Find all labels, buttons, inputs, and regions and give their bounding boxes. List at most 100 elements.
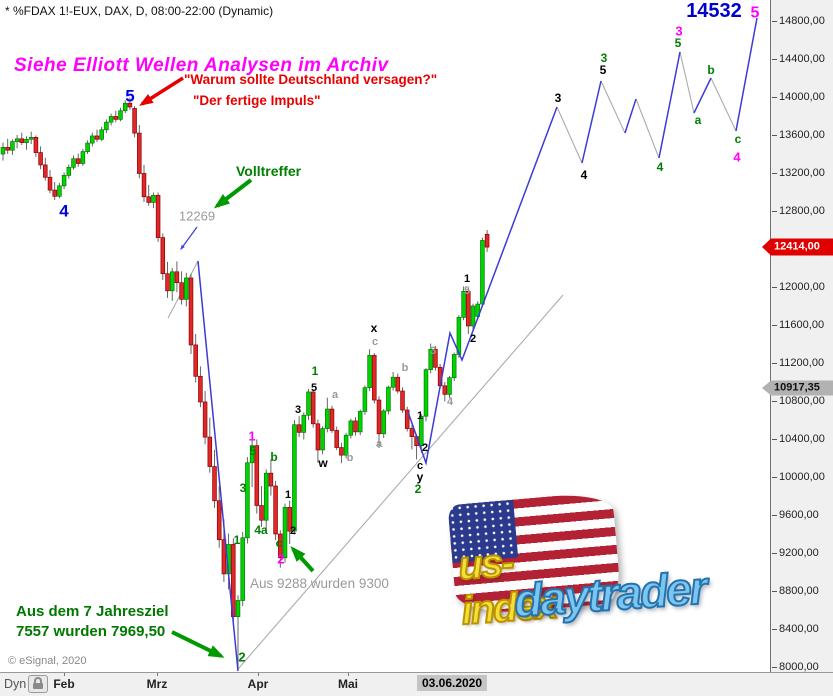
wave-label: 3 (295, 404, 301, 416)
wave-label: 3 (555, 91, 562, 105)
candle (174, 271, 180, 284)
candle (423, 369, 429, 417)
price-tick-label: 10000,00 (772, 471, 825, 483)
candle (306, 391, 311, 416)
candle (202, 401, 208, 438)
wave-line-blue (407, 106, 558, 466)
price-tick-label: 11600,00 (772, 319, 824, 331)
candle (0, 146, 6, 155)
wave-label: 1 (248, 429, 255, 444)
candle (428, 348, 433, 370)
candle (263, 472, 269, 521)
wave-label: 5 (125, 87, 134, 106)
candle (362, 387, 368, 412)
candle (348, 420, 354, 436)
annotation-arrow (290, 546, 315, 573)
wave-label: c (417, 460, 423, 472)
price-tick-label: 14800,00 (772, 15, 825, 27)
candle (132, 108, 137, 134)
candle (188, 277, 194, 346)
wave-label: 2 (277, 552, 284, 567)
candle (339, 447, 344, 456)
dyn-mode-button[interactable]: Dyn (4, 677, 27, 691)
time-tick (258, 673, 259, 676)
candle (484, 233, 490, 248)
wave-label: 2 (238, 650, 245, 665)
candle (273, 485, 278, 535)
candle (268, 472, 274, 487)
candle (395, 376, 401, 392)
wave-label: 1 (312, 364, 319, 378)
candle (75, 158, 81, 164)
candle (151, 194, 156, 203)
candle (33, 137, 39, 153)
candle (282, 507, 288, 559)
candle (221, 539, 227, 575)
wave-label: 3 (240, 481, 247, 495)
candle (461, 290, 466, 318)
candle (141, 173, 147, 198)
month-label: Mai (337, 677, 359, 691)
wave-label: 1 (285, 489, 291, 501)
candle (329, 408, 335, 431)
wave-label: 5 (464, 285, 470, 297)
candle (146, 196, 151, 203)
candle (71, 158, 76, 168)
wave-label: a (376, 438, 383, 450)
candle (80, 151, 86, 164)
candle (320, 428, 325, 451)
wave-label: a (332, 389, 339, 401)
wave-label: c (372, 336, 378, 348)
wave-label: a (695, 113, 702, 127)
wave-label: 5 (600, 63, 607, 77)
candle (198, 375, 203, 403)
price-axis[interactable]: 12414,00 10917,35 14800,00 14400,00 14000,… (762, 0, 833, 673)
price-tick-label: 10800,00 (772, 395, 825, 407)
wave-label: 5 (250, 444, 257, 458)
candle (207, 436, 213, 467)
candle (343, 434, 349, 456)
symbol-title: * %FDAX 1!-EUX, DAX, D, 08:00-22:00 (Dyn… (5, 4, 274, 18)
candle (160, 237, 166, 275)
candle (28, 137, 34, 140)
wave-label: b (707, 63, 714, 77)
wave-label: b (347, 452, 354, 464)
price-tick-label: 13200,00 (772, 167, 825, 179)
price-tick-label: 13600,00 (772, 129, 825, 141)
wave-label: c (735, 132, 742, 146)
price-tick-label: 9200,00 (772, 547, 819, 559)
candle (310, 391, 316, 425)
wave-line-blue (624, 98, 637, 134)
candle (466, 290, 471, 327)
candle (451, 354, 457, 379)
trendline-gray (237, 294, 564, 670)
candle (99, 129, 104, 140)
trendline-gray (556, 106, 583, 164)
lock-icon[interactable] (28, 675, 48, 693)
candle (259, 505, 264, 521)
wave-label: 4 (657, 160, 664, 174)
time-axis[interactable]: Dyn 03.06.2020 Feb Mrz Apr Mai (0, 672, 833, 696)
candle (193, 344, 198, 377)
candle (249, 445, 255, 464)
candle (278, 533, 283, 559)
wave-label: 2 (415, 482, 422, 496)
trendline-gray (600, 80, 626, 134)
wave-label: y (417, 470, 424, 484)
candle (287, 507, 292, 532)
candle (10, 141, 15, 151)
wave-label: b (270, 450, 277, 464)
wave-label: 5 (675, 36, 682, 50)
wave-label: 5 (751, 5, 760, 22)
annotation-arrow (180, 226, 198, 251)
wave-line-blue (735, 17, 758, 132)
candle (400, 390, 405, 411)
wave-label: 4 (581, 168, 588, 182)
candle (52, 189, 57, 197)
month-label: Feb (53, 677, 75, 691)
annotation-arrow (139, 76, 184, 106)
wave-label: 4 (733, 150, 741, 165)
price-tick-label: 14400,00 (772, 53, 825, 65)
